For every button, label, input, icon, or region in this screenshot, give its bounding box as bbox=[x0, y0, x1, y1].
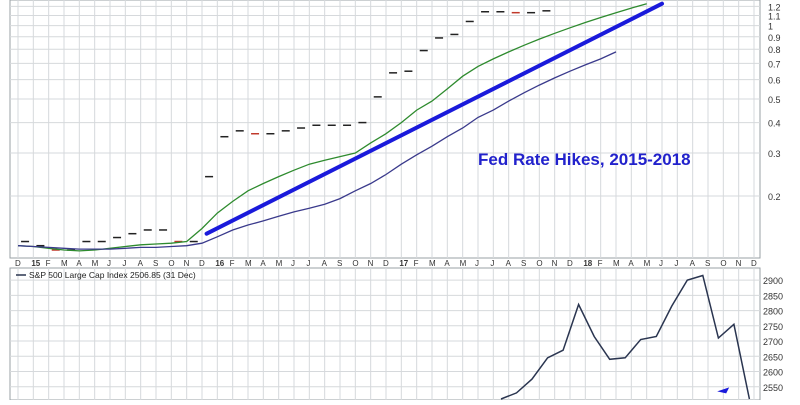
purple-average-line bbox=[17, 51, 617, 250]
bottom-y-tick-label: 2650 bbox=[763, 352, 783, 362]
top-x-tick-label: S bbox=[153, 259, 158, 268]
top-x-tick-label: J bbox=[674, 259, 678, 268]
top-x-tick-label: N bbox=[368, 259, 374, 268]
top-y-tick-label: 0.9 bbox=[768, 33, 781, 43]
top-x-tick-label: M bbox=[644, 259, 651, 268]
top-x-tick-label: F bbox=[414, 259, 419, 268]
top-x-tick-label: F bbox=[598, 259, 603, 268]
top-x-tick-label: O bbox=[536, 259, 542, 268]
top-x-tick-label: M bbox=[613, 259, 620, 268]
top-y-tick-label: 0.8 bbox=[768, 45, 781, 55]
top-x-tick-label: S bbox=[705, 259, 710, 268]
top-x-tick-label: J bbox=[122, 259, 126, 268]
bottom-y-tick-label: 2900 bbox=[763, 276, 783, 286]
sp500-line bbox=[500, 274, 751, 400]
top-x-tick-label: M bbox=[429, 259, 436, 268]
top-x-tick-label: J bbox=[306, 259, 310, 268]
top-x-tick-label: J bbox=[475, 259, 479, 268]
top-x-tick-label: A bbox=[138, 259, 144, 268]
top-x-tick-label: J bbox=[659, 259, 663, 268]
top-x-tick-label: D bbox=[199, 259, 205, 268]
bottom-y-tick-label: 2850 bbox=[763, 291, 783, 301]
top-x-tick-label: D bbox=[383, 259, 389, 268]
top-x-tick-label: J bbox=[107, 259, 111, 268]
top-x-tick-label: A bbox=[76, 259, 82, 268]
top-x-tick-label: J bbox=[291, 259, 295, 268]
top-x-tick-label: D bbox=[751, 259, 757, 268]
top-y-tick-label: 0.6 bbox=[768, 76, 781, 86]
chart-title: Fed Rate Hikes, 2015-2018 bbox=[478, 150, 691, 169]
top-x-tick-label: F bbox=[230, 259, 235, 268]
top-plot-area bbox=[9, 0, 761, 259]
top-y-tick-label: 1 bbox=[768, 22, 773, 32]
arrow-marker bbox=[717, 387, 730, 394]
top-y-tick-label: 0.2 bbox=[768, 192, 781, 202]
top-x-tick-label: A bbox=[690, 259, 696, 268]
top-x-tick-label: M bbox=[61, 259, 68, 268]
bottom-y-tick-label: 2750 bbox=[763, 322, 783, 332]
top-x-tick-label: F bbox=[46, 259, 51, 268]
top-x-tick-label: A bbox=[322, 259, 328, 268]
legend-label: S&P 500 Large Cap Index 2506.85 (31 Dec) bbox=[29, 270, 196, 280]
trend-line bbox=[204, 1, 664, 236]
top-x-tick-label: M bbox=[276, 259, 283, 268]
top-x-tick-label: 18 bbox=[583, 259, 592, 268]
bottom-y-tick-label: 2700 bbox=[763, 337, 783, 347]
top-x-tick-label: J bbox=[490, 259, 494, 268]
top-x-tick-label: A bbox=[260, 259, 266, 268]
top-x-tick-label: M bbox=[92, 259, 99, 268]
top-x-tick-label: A bbox=[628, 259, 634, 268]
top-x-tick-label: N bbox=[736, 259, 742, 268]
bottom-y-tick-label: 2600 bbox=[763, 368, 783, 378]
top-x-tick-label: S bbox=[337, 259, 342, 268]
top-x-tick-label: N bbox=[184, 259, 190, 268]
top-x-tick-label: 15 bbox=[31, 259, 40, 268]
top-x-tick-label: 16 bbox=[215, 259, 224, 268]
top-y-tick-label: 0.7 bbox=[768, 59, 781, 69]
green-average-line bbox=[17, 3, 647, 252]
top-y-tick-label: 1.2 bbox=[768, 2, 781, 12]
top-y-tick-label: 0.3 bbox=[768, 149, 781, 159]
top-x-tick-label: 17 bbox=[399, 259, 408, 268]
bottom-y-tick-label: 2800 bbox=[763, 307, 783, 317]
top-x-tick-label: M bbox=[245, 259, 252, 268]
top-x-tick-label: A bbox=[444, 259, 450, 268]
top-x-tick-label: N bbox=[552, 259, 558, 268]
bottom-y-tick-label: 2550 bbox=[763, 383, 783, 393]
top-x-tick-label: S bbox=[521, 259, 526, 268]
top-y-tick-label: 0.5 bbox=[768, 95, 781, 105]
top-x-tick-label: O bbox=[352, 259, 358, 268]
bottom-plot-area bbox=[9, 267, 761, 401]
top-x-tick-label: O bbox=[168, 259, 174, 268]
top-x-tick-label: A bbox=[506, 259, 512, 268]
top-x-tick-label: M bbox=[460, 259, 467, 268]
top-y-tick-label: 0.4 bbox=[768, 119, 781, 129]
top-x-tick-label: O bbox=[720, 259, 726, 268]
top-y-tick-label: 1.1 bbox=[768, 12, 781, 22]
top-x-tick-label: D bbox=[15, 259, 21, 268]
top-x-tick-label: D bbox=[567, 259, 573, 268]
